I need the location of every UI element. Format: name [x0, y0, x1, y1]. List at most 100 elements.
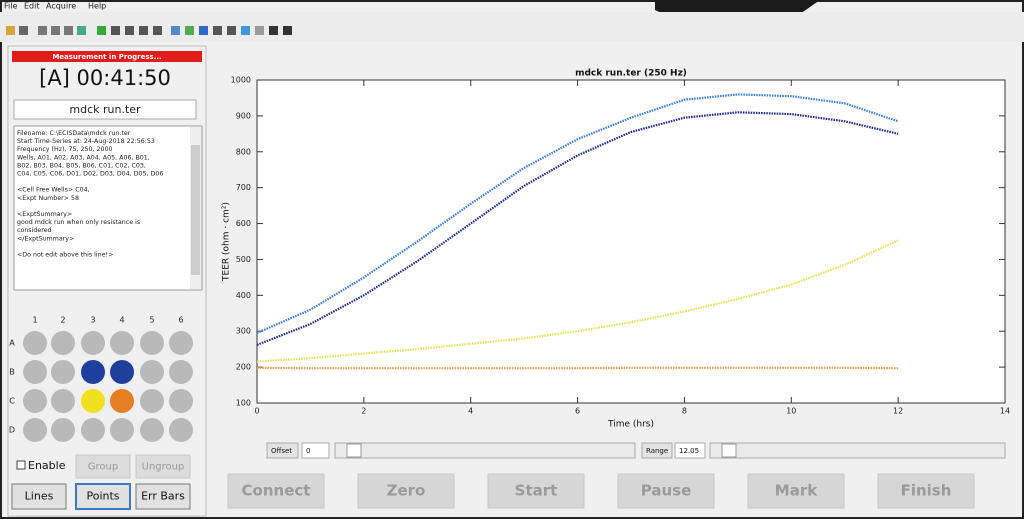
- well[interactable]: [81, 389, 105, 413]
- button[interactable]: [135, 483, 191, 510]
- button-label: Mark: [775, 482, 818, 500]
- button-label: Pause: [641, 482, 692, 500]
- icon: [64, 26, 73, 35]
- well-column-label: 1: [32, 316, 37, 325]
- scroll-thumb[interactable]: [346, 443, 362, 458]
- filename-box[interactable]: [13, 99, 197, 120]
- plot-area: [256, 79, 1006, 404]
- menu-item[interactable]: File: [4, 2, 17, 11]
- icon: [255, 26, 264, 35]
- button-label: Connect: [242, 482, 311, 500]
- y-tick-label: 600: [236, 219, 251, 228]
- button[interactable]: [487, 473, 585, 509]
- well[interactable]: [169, 389, 193, 413]
- x-tick-label: 8: [682, 407, 687, 416]
- well[interactable]: [23, 360, 47, 384]
- toolbar-icons: [6, 26, 292, 35]
- toolbar: [0, 12, 1024, 42]
- well[interactable]: [169, 418, 193, 442]
- left-buttons: Group Ungroup Lines Points Err Bars: [11, 454, 191, 510]
- well[interactable]: [140, 418, 164, 442]
- button[interactable]: [75, 454, 131, 479]
- button[interactable]: [747, 473, 845, 509]
- well[interactable]: [81, 418, 105, 442]
- series-line: [256, 111, 899, 346]
- notes-text: Filename: C:\ECISData\mdck run.terStart …: [17, 130, 163, 259]
- icon: [269, 26, 278, 35]
- well[interactable]: [110, 389, 134, 413]
- button-label: Group: [88, 462, 118, 473]
- well-column-label: 2: [60, 316, 65, 325]
- icon: [125, 26, 134, 35]
- scroll-thumb[interactable]: [721, 443, 737, 458]
- well[interactable]: [51, 331, 75, 355]
- value-box-text: 12.05: [679, 447, 699, 455]
- button[interactable]: [135, 454, 191, 479]
- button[interactable]: [357, 473, 455, 509]
- x-axis-label: Time (hrs): [607, 420, 654, 430]
- well-row-label: D: [9, 426, 15, 435]
- menu-item[interactable]: Help: [88, 2, 106, 11]
- button-label: Err Bars: [141, 490, 185, 503]
- button-label: Lines: [25, 490, 54, 503]
- button[interactable]: [11, 483, 67, 510]
- well[interactable]: [169, 331, 193, 355]
- icon: [6, 26, 15, 35]
- scrollbar[interactable]: [334, 442, 636, 459]
- x-tick-label: 10: [786, 407, 796, 416]
- menu-bar: File Edit Acquire Help: [4, 2, 106, 11]
- button-label: Points: [86, 490, 119, 503]
- well-column-label: 4: [119, 316, 124, 325]
- menu-item[interactable]: Acquire: [46, 2, 76, 11]
- menu-item[interactable]: Edit: [24, 2, 40, 11]
- notes-line: C04, C05, C06, D01, D02, D03, D04, D05, …: [17, 171, 163, 178]
- notes-line: Start Time-Series at: 24-Aug-2018 22:56:…: [17, 138, 155, 145]
- well[interactable]: [51, 389, 75, 413]
- well-row-label: B: [9, 368, 15, 377]
- well[interactable]: [81, 331, 105, 355]
- icon: [185, 26, 194, 35]
- well[interactable]: [140, 331, 164, 355]
- well[interactable]: [140, 360, 164, 384]
- notes-line: Filename: C:\ECISData\mdck run.ter: [17, 130, 131, 137]
- icon: [77, 26, 86, 35]
- y-tick-label: 500: [236, 255, 251, 264]
- y-tick-label: 800: [236, 147, 251, 156]
- y-tick-label: 100: [236, 399, 251, 408]
- y-tick-label: 200: [236, 363, 251, 372]
- button[interactable]: [227, 473, 325, 509]
- well[interactable]: [110, 360, 134, 384]
- well[interactable]: [110, 418, 134, 442]
- icon: [97, 26, 106, 35]
- notes-box[interactable]: [13, 125, 203, 291]
- well[interactable]: [23, 389, 47, 413]
- value-box[interactable]: [301, 442, 330, 459]
- icon: [171, 26, 180, 35]
- notes-scroll-thumb[interactable]: [191, 145, 200, 275]
- y-tick-label: 1000: [231, 76, 251, 85]
- well[interactable]: [110, 331, 134, 355]
- value-box[interactable]: [674, 442, 706, 459]
- well[interactable]: [51, 418, 75, 442]
- well-column-label: 6: [178, 316, 183, 325]
- button[interactable]: [75, 483, 131, 510]
- well[interactable]: [23, 418, 47, 442]
- button[interactable]: [877, 473, 975, 509]
- enable-checkbox[interactable]: [16, 460, 26, 470]
- y-tick-label: 400: [236, 291, 251, 300]
- label-box: [266, 442, 299, 459]
- notes-line: </ExptSummary>: [17, 235, 74, 242]
- well[interactable]: [51, 360, 75, 384]
- well[interactable]: [169, 360, 193, 384]
- button-label: Start: [515, 482, 558, 500]
- label-box-text: Range: [646, 447, 668, 455]
- icon: [213, 26, 222, 35]
- well[interactable]: [140, 389, 164, 413]
- notes-line: considered: [17, 227, 52, 234]
- button[interactable]: [617, 473, 715, 509]
- status-text: Measurement in Progress...: [52, 53, 161, 61]
- well[interactable]: [81, 360, 105, 384]
- scrollbar[interactable]: [709, 442, 1006, 459]
- x-tick-label: 6: [575, 407, 580, 416]
- well[interactable]: [23, 331, 47, 355]
